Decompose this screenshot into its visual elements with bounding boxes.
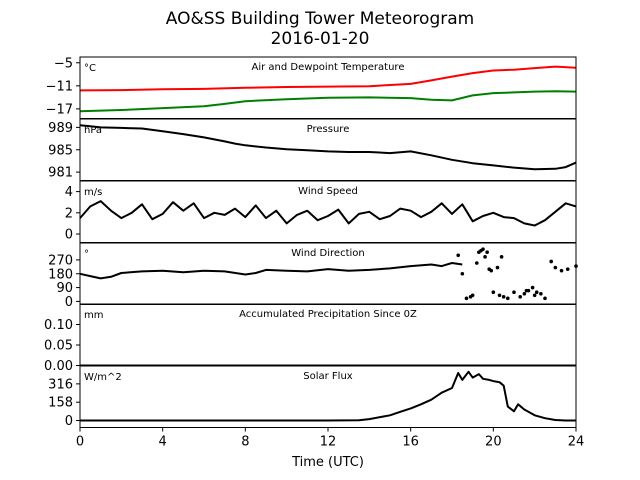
y-tick-label: 0 bbox=[65, 228, 73, 243]
panel-2: 4 2 0 m/s Wind Speed bbox=[65, 180, 577, 243]
unit-label: W/m^2 bbox=[84, 372, 122, 383]
panel-title: Wind Speed bbox=[298, 186, 358, 197]
series-line-0 bbox=[80, 370, 576, 422]
series-line-0 bbox=[79, 262, 463, 280]
y-tick-label: 0.05 bbox=[44, 339, 73, 354]
series-line-0 bbox=[79, 65, 577, 92]
y-tick-label: −17 bbox=[46, 102, 73, 117]
y-tick-label: 158 bbox=[48, 396, 73, 411]
y-tick-label: 4 bbox=[65, 185, 73, 200]
y-tick-label: 180 bbox=[48, 267, 73, 282]
panel-title: Wind Direction bbox=[291, 248, 365, 259]
x-tick-label: 0 bbox=[76, 435, 84, 450]
panel-5: 316 158 0 W/m^2 Solar Flux bbox=[48, 365, 577, 429]
data-point bbox=[524, 288, 529, 293]
data-point bbox=[495, 265, 500, 270]
data-point bbox=[539, 291, 543, 296]
data-point bbox=[497, 293, 502, 298]
data-point bbox=[512, 290, 516, 295]
y-tick-label: 981 bbox=[48, 166, 73, 181]
data-point bbox=[464, 296, 469, 301]
figure-date: 2016-01-20 bbox=[271, 29, 370, 49]
panel-title: Solar Flux bbox=[303, 371, 353, 382]
x-axis: 0 4 8 12 16 20 24 bbox=[76, 427, 585, 450]
unit-label: hPa bbox=[84, 125, 102, 136]
y-tick-label: 2 bbox=[65, 206, 73, 221]
y-tick-label: 0.00 bbox=[44, 359, 73, 374]
y-tick-label: 0.10 bbox=[44, 318, 73, 333]
data-point bbox=[506, 296, 510, 301]
y-tick-label: 316 bbox=[48, 377, 73, 392]
unit-label: mm bbox=[84, 310, 103, 321]
y-tick-label: 0 bbox=[65, 295, 73, 310]
data-point bbox=[565, 267, 570, 271]
x-tick-label: 24 bbox=[568, 435, 585, 450]
y-tick-label: 270 bbox=[48, 253, 73, 268]
data-point bbox=[534, 290, 539, 295]
data-point bbox=[483, 255, 487, 259]
data-point bbox=[485, 250, 489, 255]
data-point bbox=[470, 293, 475, 298]
x-tick-label: 12 bbox=[320, 435, 337, 450]
data-point bbox=[543, 296, 547, 301]
data-point bbox=[518, 295, 522, 299]
data-point bbox=[530, 285, 535, 290]
panel-title: Air and Dewpoint Temperature bbox=[252, 62, 405, 73]
panel-1: 989 985 981 hPa Pressure bbox=[48, 118, 577, 181]
data-point bbox=[479, 248, 483, 253]
unit-label: ° bbox=[84, 249, 89, 260]
series-line-0 bbox=[79, 200, 577, 227]
y-tick-label: −5 bbox=[54, 56, 73, 71]
panel-0: −5 −11 −17 °C Air and Dewpoint Temperature bbox=[46, 56, 577, 119]
x-tick-label: 16 bbox=[402, 435, 419, 450]
x-tick-label: 4 bbox=[159, 435, 167, 450]
data-point bbox=[499, 255, 504, 259]
figure-title: AO&SS Building Tower Meteorogram bbox=[166, 9, 474, 29]
panel-title: Pressure bbox=[307, 124, 350, 135]
y-tick-label: −11 bbox=[46, 79, 73, 94]
series-line-0 bbox=[79, 124, 577, 171]
y-tick-label: 0 bbox=[65, 414, 73, 429]
data-point bbox=[522, 291, 527, 296]
data-point bbox=[456, 253, 461, 258]
x-tick-label: 20 bbox=[485, 435, 502, 450]
unit-label: m/s bbox=[84, 187, 102, 198]
data-point bbox=[559, 268, 564, 273]
unit-label: °C bbox=[84, 63, 96, 74]
panels: −5 −11 −17 °C Air and Dewpoint Temperature 98… bbox=[44, 56, 578, 429]
data-point bbox=[532, 293, 537, 298]
data-point bbox=[501, 295, 506, 299]
data-point bbox=[553, 265, 558, 270]
data-point bbox=[460, 271, 465, 276]
data-point bbox=[489, 268, 494, 273]
y-tick-label: 989 bbox=[48, 121, 73, 136]
data-point bbox=[491, 290, 496, 295]
y-tick-label: 985 bbox=[48, 143, 73, 158]
x-axis-label: Time (UTC) bbox=[291, 455, 364, 470]
panel-4: 0.10 0.05 0.00 mm Accumulated Precipitation … bbox=[44, 303, 577, 374]
y-tick-label: 90 bbox=[56, 281, 73, 296]
panel-title: Accumulated Precipitation Since 0Z bbox=[239, 309, 417, 320]
data-point bbox=[475, 261, 479, 265]
series-line-1 bbox=[79, 90, 577, 113]
data-point bbox=[549, 259, 553, 264]
x-tick-label: 8 bbox=[241, 435, 249, 450]
